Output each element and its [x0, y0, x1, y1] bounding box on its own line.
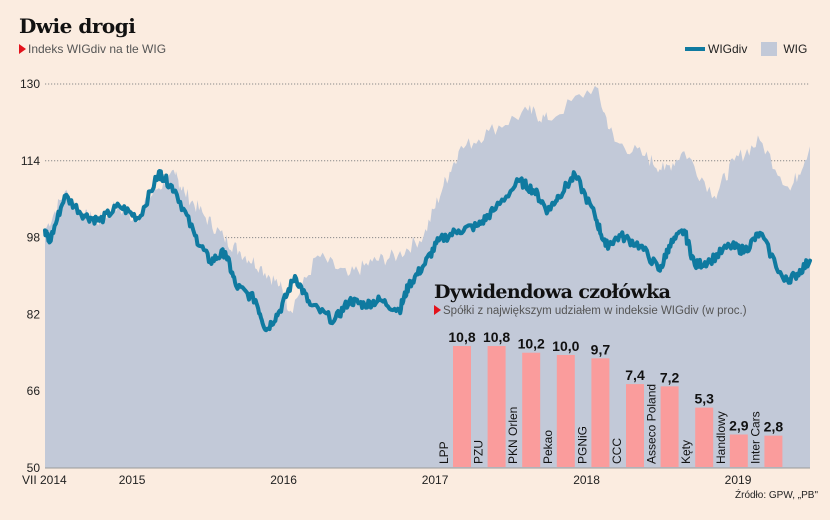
wig-area-layer [45, 85, 810, 469]
subtitle-text: Indeks WIGdiv na tle WIG [28, 42, 167, 56]
y-axis: 130 114 98 82 66 50 [20, 77, 40, 475]
legend-wigdiv-label: WIGdiv [708, 42, 748, 56]
wigdiv-line-layer [43, 169, 812, 333]
wigdiv-line [43, 169, 812, 333]
bar-category-label: CCC [610, 438, 624, 464]
bar [556, 354, 575, 467]
bar-value-label: 10,8 [448, 329, 475, 345]
triangle-marker-icon [434, 305, 441, 315]
bar [591, 358, 610, 467]
bar-value-label: 9,7 [591, 341, 611, 357]
bar-value-label: 10,8 [483, 329, 510, 345]
y-tick-label: 66 [27, 384, 41, 398]
bar-category-label: Inter Cars [748, 411, 762, 464]
y-tick-label: 50 [27, 461, 41, 475]
bar-category-label: LPP [437, 441, 451, 464]
bar-category-label: Kęty [679, 440, 693, 464]
bar [626, 384, 644, 467]
inset-subtitle-text: Spółki z największym udziałem w indeksie… [443, 305, 747, 317]
bar-category-label: Pekao [541, 430, 555, 464]
bar-value-label: 5,3 [694, 391, 714, 407]
y-tick-label: 82 [27, 307, 41, 321]
bar-value-label: 2,8 [764, 419, 784, 435]
bar [453, 346, 471, 467]
x-tick-label: 2015 [119, 473, 146, 487]
bar-category-label: Asseco Poland [645, 384, 659, 464]
y-tick-label: 114 [21, 154, 40, 168]
bar [660, 386, 679, 467]
x-tick-label: 2016 [270, 473, 297, 487]
x-tick-label: 2019 [725, 473, 752, 487]
bar [729, 434, 748, 467]
inset-chart-title: Dywidendowa czołówka [434, 281, 671, 303]
bar [695, 407, 714, 467]
y-tick-label: 130 [20, 77, 40, 91]
chart-subtitle: Indeks WIGdiv na tle WIG [19, 42, 166, 56]
bar-value-label: 2,9 [729, 418, 749, 434]
y-tick-label: 98 [27, 231, 41, 245]
triangle-marker-icon [19, 44, 26, 54]
x-axis: VII 2014 2015 2016 2017 2018 2019 [22, 467, 810, 487]
source-note: Źródło: GPW, „PB" [735, 490, 819, 501]
bar [487, 346, 506, 467]
bar-category-label: PZU [472, 440, 486, 464]
chart-title: Dwie drogi [19, 14, 136, 38]
legend-wig-label: WIG [783, 42, 808, 56]
legend-wig-swatch [761, 42, 778, 56]
bar-value-label: 10,2 [518, 336, 545, 352]
x-tick-label: VII 2014 [22, 473, 67, 487]
bar-chart-layer: 10,8 LPP 10,8 PZU 10,2 PKN Orlen 10,0 Pekao 9,7 P… [437, 329, 783, 467]
legend: WIGdiv WIG [685, 42, 807, 56]
bar [522, 352, 541, 467]
x-tick-label: 2018 [573, 473, 600, 487]
bar-category-label: PGNiG [575, 426, 589, 464]
bar [764, 435, 783, 467]
bar-value-label: 10,0 [552, 338, 579, 354]
bar-value-label: 7,4 [625, 367, 645, 383]
x-tick-label: 2017 [422, 473, 449, 487]
bar-value-label: 7,2 [660, 369, 680, 385]
legend-wigdiv-swatch [685, 47, 705, 51]
bar-category-label: Handlowy [714, 411, 728, 464]
bar-category-label: PKN Orlen [506, 407, 520, 464]
wig-area [45, 85, 810, 469]
inset-chart-subtitle: Spółki z największym udziałem w indeksie… [434, 305, 747, 317]
